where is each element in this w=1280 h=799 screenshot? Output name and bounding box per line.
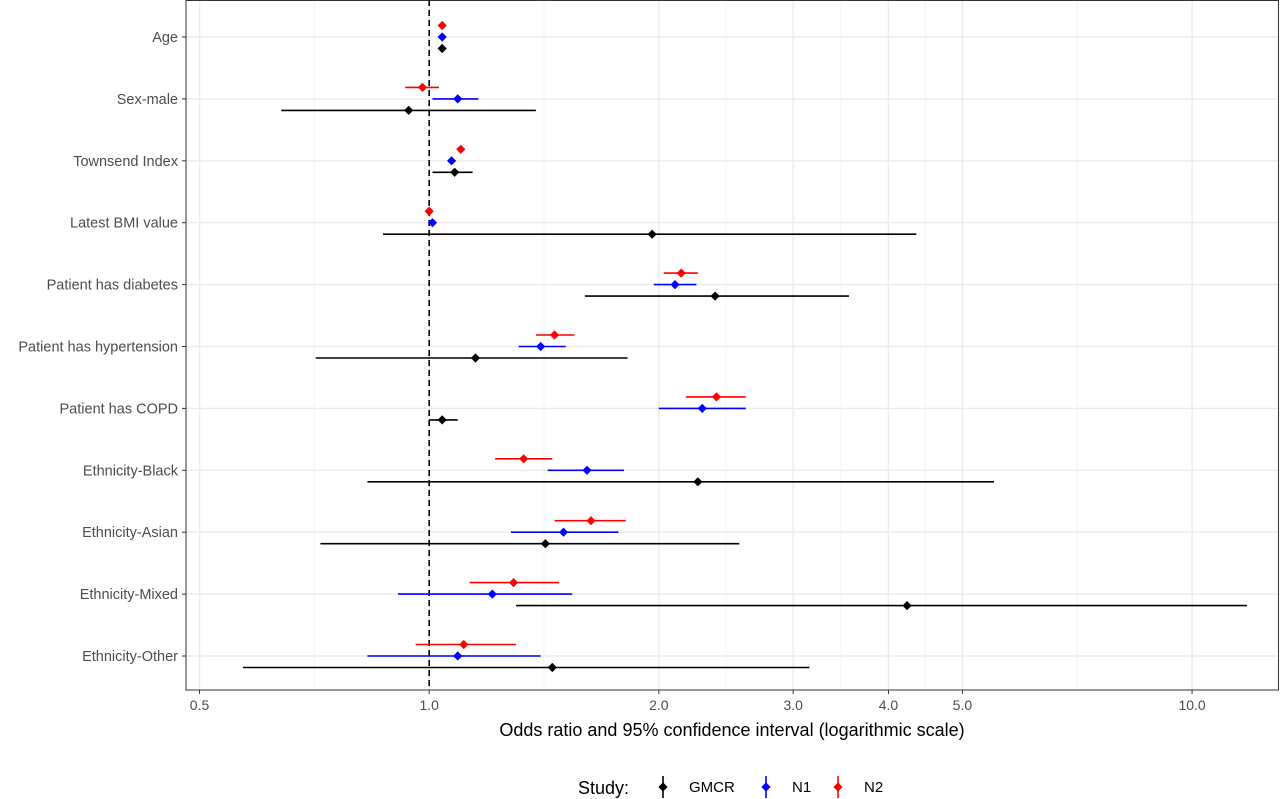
x-tick-label: 10.0 <box>1178 697 1205 713</box>
category-label: Townsend Index <box>73 154 179 170</box>
point-n2 <box>549 330 560 340</box>
point-n2 <box>456 144 466 154</box>
x-tick-label: 3.0 <box>783 697 803 713</box>
point-gmcr <box>404 105 414 115</box>
point-gmcr <box>437 43 447 54</box>
point-n1 <box>558 527 569 537</box>
plot-panel <box>185 0 1279 691</box>
grid <box>186 0 1279 690</box>
legend-label: N1 <box>792 779 811 796</box>
legend-key-point <box>658 782 668 792</box>
point-gmcr <box>547 662 557 673</box>
x-tick-label: 1.0 <box>419 697 439 713</box>
legend-title: Study: <box>578 778 629 798</box>
point-n1 <box>670 280 680 290</box>
category-label: Patient has diabetes <box>47 278 178 294</box>
panel-border <box>185 0 1279 691</box>
x-tick-label: 0.5 <box>190 697 210 713</box>
point-n2 <box>424 206 434 216</box>
point-n1 <box>582 465 592 475</box>
x-tick-label: 5.0 <box>953 697 973 713</box>
legend-label: N2 <box>864 779 883 796</box>
point-n1 <box>453 651 463 661</box>
point-gmcr <box>437 415 447 425</box>
legend-label: GMCR <box>689 779 735 796</box>
point-n2 <box>437 20 447 31</box>
category-axis: Age Sex-male Townsend Index Latest BMI valu… <box>18 30 186 665</box>
legend-key-point <box>761 782 771 792</box>
category-label: Ethnicity-Mixed <box>80 587 178 603</box>
point-n1 <box>536 341 546 352</box>
point-gmcr <box>902 601 912 611</box>
category-label: Ethnicity-Asian <box>82 525 178 541</box>
point-n2 <box>586 516 596 526</box>
point-gmcr <box>470 353 481 363</box>
point-n1 <box>446 156 457 166</box>
point-n2 <box>676 268 686 278</box>
legend: Study: GMCR N1 N2 <box>578 776 883 798</box>
point-n2 <box>711 392 722 402</box>
point-n2 <box>459 639 469 650</box>
category-label: Age <box>152 30 178 46</box>
point-gmcr <box>693 477 703 487</box>
x-tick-label: 4.0 <box>879 697 899 713</box>
point-n2 <box>508 578 519 588</box>
x-axis-title: Odds ratio and 95% confidence interval (… <box>499 720 964 740</box>
point-n1 <box>427 218 438 228</box>
point-gmcr <box>647 229 657 239</box>
category-label: Patient has COPD <box>60 401 178 417</box>
point-n1 <box>487 589 497 599</box>
point-n2 <box>519 454 529 464</box>
point-gmcr <box>710 291 720 301</box>
point-n1 <box>697 403 707 413</box>
category-label: Latest BMI value <box>70 216 178 232</box>
x-tick-label: 2.0 <box>649 697 669 713</box>
point-gmcr <box>540 539 550 549</box>
category-label: Ethnicity-Black <box>83 463 179 479</box>
point-n1 <box>453 94 463 104</box>
category-label: Sex-male <box>117 92 178 108</box>
point-n2 <box>417 82 428 92</box>
marks <box>242 20 1247 673</box>
category-label: Patient has hypertension <box>18 340 178 356</box>
point-gmcr <box>450 167 460 177</box>
point-n1 <box>437 32 447 42</box>
legend-key-point <box>833 782 843 792</box>
x-axis: 0.5 1.0 2.0 3.0 4.0 5.0 10.0 <box>190 690 1206 713</box>
category-label: Ethnicity-Other <box>82 649 178 665</box>
